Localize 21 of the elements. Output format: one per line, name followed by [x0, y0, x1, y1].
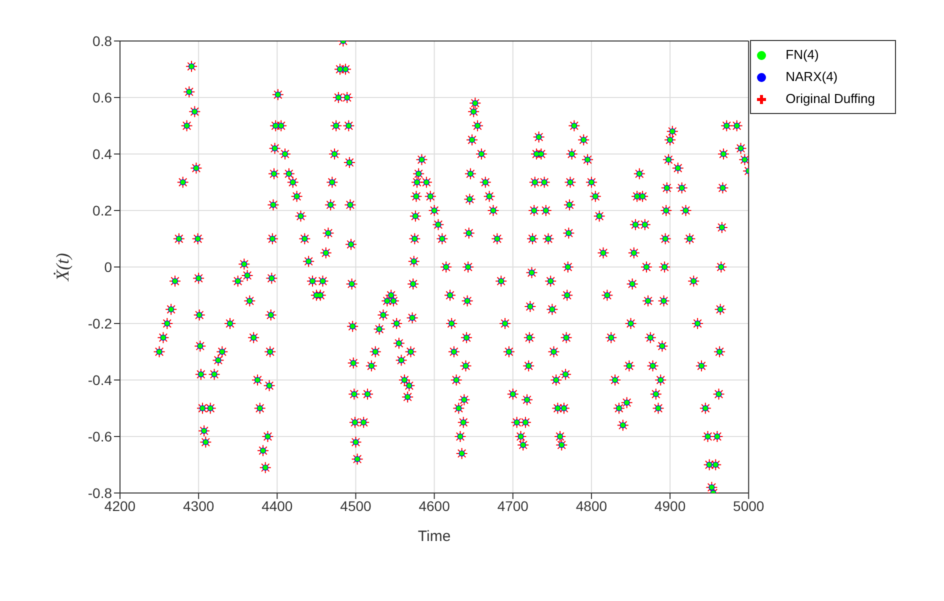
y-tick-label: -0.2	[88, 315, 112, 332]
x-axis-title: Time	[418, 528, 451, 545]
x-tick-label: 4300	[183, 498, 214, 514]
x-tick-label: 4700	[497, 498, 529, 514]
x-tick-label: 5000	[733, 498, 764, 514]
legend-label: Original Duffing	[786, 91, 875, 106]
y-tick-label: 0.2	[92, 202, 112, 218]
x-tick-label: 4800	[576, 498, 608, 514]
x-tick-label: 4900	[654, 498, 686, 514]
y-axis-title: Ẋ(t)	[52, 253, 72, 282]
y-tick-label: 0	[104, 258, 112, 275]
x-tick-label: 4400	[262, 498, 293, 514]
legend-label: FN(4)	[786, 47, 819, 62]
y-tick-label: 0.6	[92, 89, 112, 106]
y-tick-label: 0.8	[92, 32, 112, 49]
x-tick-label: 4600	[418, 498, 450, 514]
legend-label: NARX(4)	[786, 69, 838, 84]
x-tick-label: 4500	[340, 498, 372, 514]
y-tick-label: -0.6	[88, 428, 112, 444]
y-tick-label: -0.4	[88, 372, 112, 388]
y-tick-label: 0.4	[92, 146, 112, 162]
